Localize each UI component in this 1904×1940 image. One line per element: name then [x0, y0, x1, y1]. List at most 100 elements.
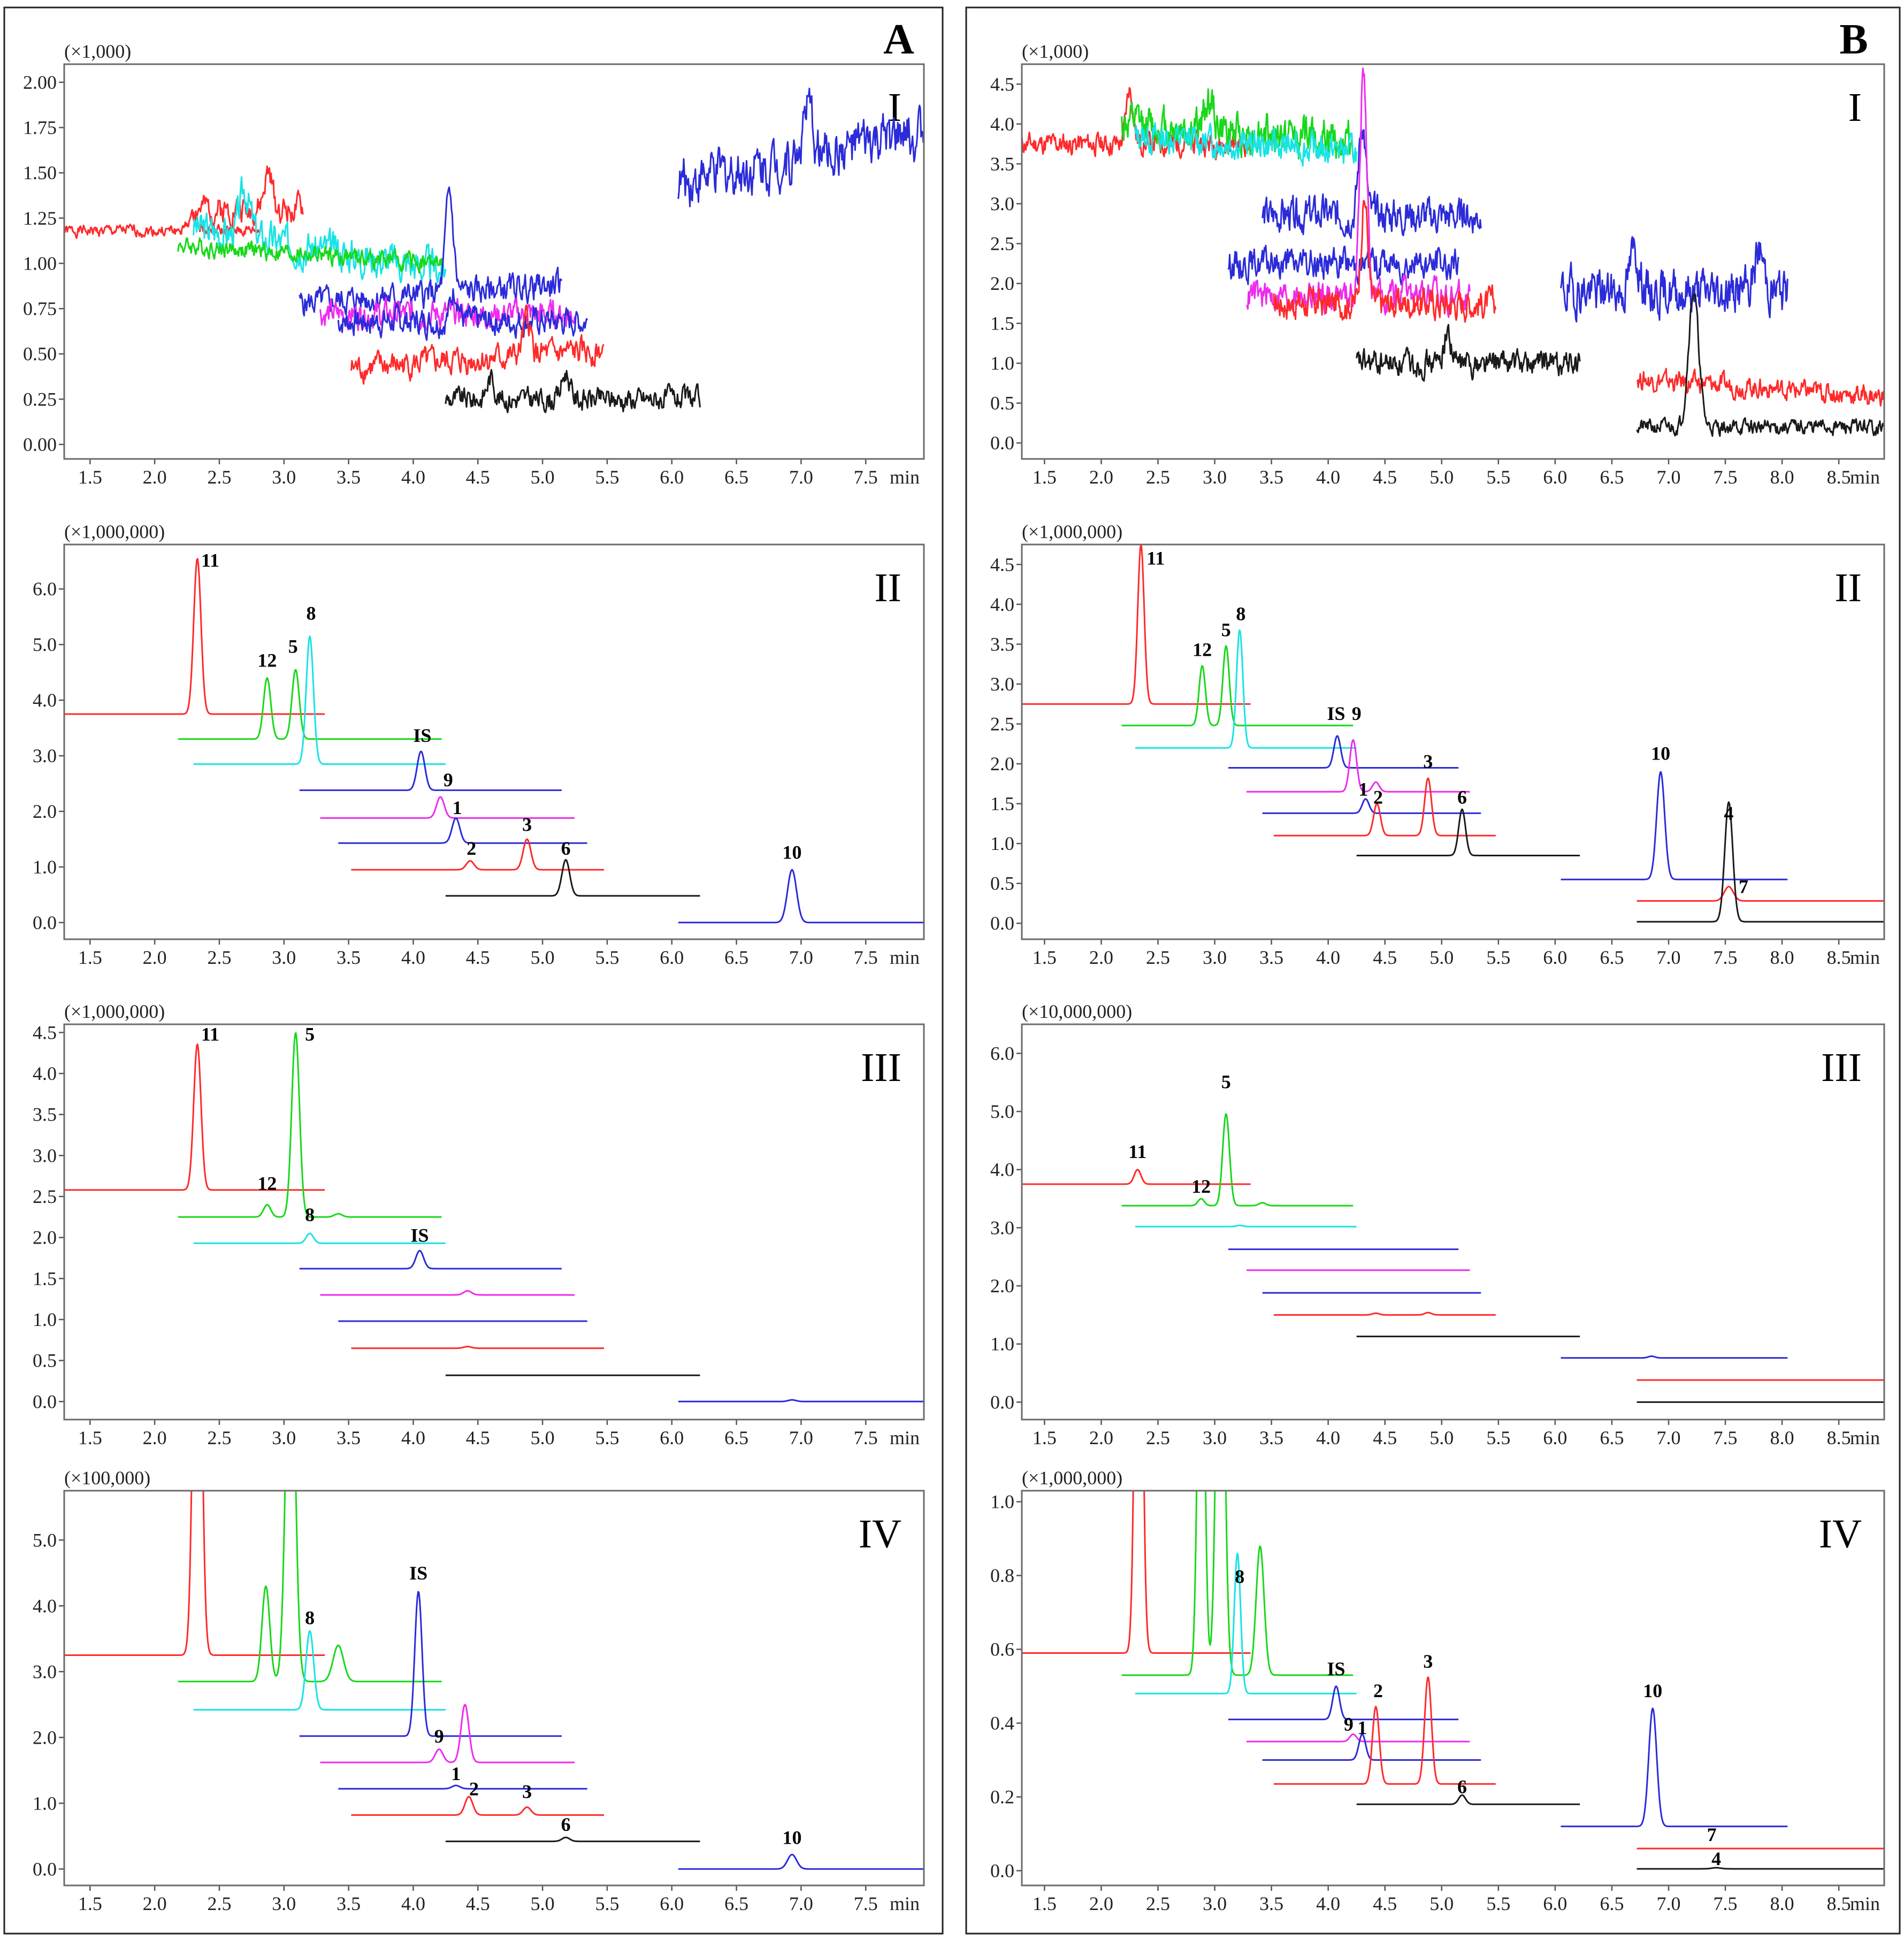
trace-green	[177, 237, 443, 274]
y-tick-label: 0.0	[990, 432, 1014, 454]
x-tick-label: 5.0	[1429, 1427, 1454, 1448]
plot-area	[1021, 543, 1885, 940]
y-tick-label: 2.5	[33, 1186, 57, 1207]
x-tick-label: 2.5	[207, 1427, 231, 1448]
peak-label: 7	[1739, 876, 1748, 898]
x-tick-label: 2.0	[1089, 1427, 1113, 1448]
y-tick-label: 2.0	[33, 801, 57, 822]
trace-magenta	[320, 796, 575, 819]
peak-label: 8	[307, 602, 316, 624]
trace-cyan	[1135, 1224, 1357, 1228]
peak-label: 3	[1423, 1651, 1433, 1672]
x-tick-label: 2.5	[1146, 947, 1170, 968]
y-tick-label: 0.0	[33, 912, 57, 933]
y-tick-label: 3.0	[990, 673, 1014, 695]
y-tick-label: 0.0	[33, 1858, 57, 1880]
x-tick-label: 2.5	[1146, 1427, 1170, 1448]
y-tick-label: 1.50	[23, 162, 57, 183]
x-tick-label: 6.0	[660, 947, 684, 968]
x-tick-label: 4.5	[1373, 466, 1397, 488]
peak-label: 2	[1373, 1680, 1383, 1701]
x-tick-label: 6.5	[1600, 466, 1624, 488]
peak-label: 6	[561, 838, 571, 859]
trace-blue	[1227, 244, 1459, 286]
peak-label: 8	[305, 1204, 315, 1225]
x-unit-label: min	[1850, 1427, 1880, 1448]
y-tick-label: 4.0	[990, 113, 1014, 135]
y-tick-label: 3.5	[33, 1104, 57, 1125]
y-tick-label: 2.00	[23, 72, 57, 93]
trace-blue	[1560, 236, 1788, 323]
x-tick-label: 4.5	[1373, 1893, 1397, 1914]
peak-label: 11	[201, 550, 219, 571]
trace-blue	[1561, 1707, 1788, 1828]
x-tick-label: 3.5	[337, 466, 361, 488]
x-tick-label: 6.0	[1543, 1893, 1567, 1914]
peak-label: 5	[288, 636, 298, 657]
x-tick-label: 8.5	[1827, 947, 1851, 968]
trace-blue	[337, 288, 588, 341]
x-tick-label: 4.5	[466, 1893, 490, 1914]
x-tick-label: 3.5	[1259, 1427, 1283, 1448]
peak-label: 12	[1192, 639, 1212, 661]
x-tick-label: 5.0	[531, 1893, 555, 1914]
x-tick-label: 7.5	[1714, 1427, 1738, 1448]
peak-label: 9	[443, 769, 453, 791]
x-tick-label: 2.5	[207, 466, 231, 488]
trace-black	[1356, 808, 1580, 856]
y-tick-label: 5.0	[990, 1101, 1014, 1122]
y-tick-label: 0.00	[23, 434, 57, 455]
peak-label: 1	[1357, 1717, 1367, 1738]
x-unit-label: min	[890, 1427, 920, 1448]
x-tick-label: 4.0	[401, 466, 425, 488]
y-tick-label: 3.0	[990, 1217, 1014, 1238]
y-tick-label: 0.50	[23, 343, 57, 365]
panel-letter: A	[883, 16, 914, 63]
x-tick-label: 7.5	[1714, 466, 1738, 488]
y-tick-label: 0.5	[33, 1350, 57, 1371]
peak-label: IS	[413, 725, 431, 746]
x-tick-label: 7.0	[1657, 947, 1681, 968]
x-tick-label: 4.0	[1316, 1427, 1340, 1448]
x-tick-label: 1.5	[1033, 947, 1057, 968]
x-tick-label: 5.5	[1486, 1893, 1510, 1914]
y-tick-label: 1.5	[990, 313, 1014, 334]
x-tick-label: 4.5	[466, 947, 490, 968]
trace-cyan	[193, 176, 447, 283]
x-unit-label: min	[1850, 947, 1880, 968]
y-tick-label: 2.0	[990, 1275, 1014, 1297]
chart-a-iv: (×100,000) IV 0.0 1.0 2.0 3.0 4.0 5.0 1.5 2.0 2.5 3…	[33, 1467, 925, 1914]
y-tick-label: 5.0	[33, 634, 57, 655]
x-tick-label: 7.5	[854, 947, 878, 968]
x-tick-label: 7.0	[1657, 466, 1681, 488]
peak-label: 5	[1221, 619, 1231, 640]
x-tick-label: 4.0	[1316, 947, 1340, 968]
x-tick-label: 3.0	[1203, 1427, 1227, 1448]
trace-magenta	[320, 1704, 575, 1763]
y-tick-label: 1.0	[33, 1792, 57, 1814]
x-tick-label: 1.5	[78, 947, 102, 968]
peak-label: 2	[467, 838, 476, 859]
chart-b-iv: (×1,000,000) IV 0.0 0.2 0.4 0.6 0.8 1.0 1.5 2.0 2.…	[990, 1467, 1885, 1914]
x-tick-label: 2.0	[1089, 1893, 1113, 1914]
x-tick-label: 6.0	[1543, 1427, 1567, 1448]
trace-blue	[678, 869, 924, 924]
y-scale-label: (×1,000)	[1022, 41, 1089, 62]
trace-red	[1273, 1312, 1496, 1316]
x-tick-label: 3.0	[272, 466, 296, 488]
trace-blue	[338, 1784, 587, 1790]
trace-red	[351, 1346, 605, 1349]
trace-blue	[1261, 128, 1482, 239]
trace-green	[178, 1032, 442, 1218]
y-tick-label: 0.0	[990, 1391, 1014, 1413]
trace-blue	[1228, 735, 1459, 769]
x-tick-label: 1.5	[78, 1893, 102, 1914]
x-tick-label: 1.5	[78, 466, 102, 488]
trace-blue	[1561, 771, 1788, 880]
x-tick-label: 2.0	[143, 947, 167, 968]
chart-a-iii: (×1,000,000) III 0.0 0.5 1.0 1.5 2.0 2.5 3.0 3.5 4…	[33, 1001, 925, 1448]
trace-red	[1022, 1491, 1251, 1654]
trace-black	[445, 369, 701, 413]
x-tick-label: 7.5	[1714, 1893, 1738, 1914]
